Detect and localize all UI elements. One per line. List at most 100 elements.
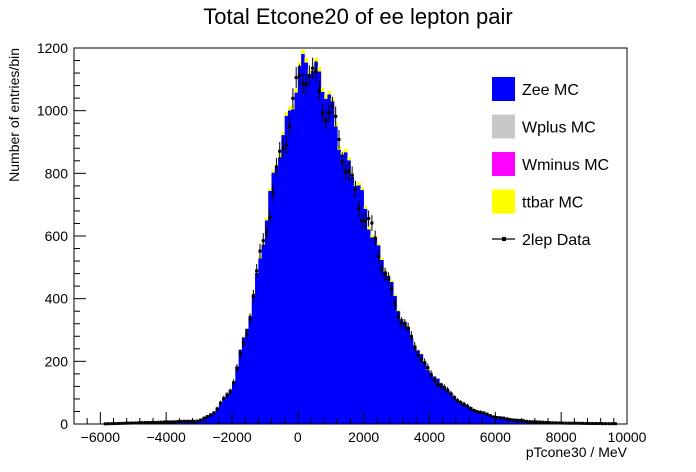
ttbar-mc-bar [366,226,371,230]
ttbar-mc-bar [314,57,318,62]
zee-mc-bar [251,294,256,424]
data-point [538,420,542,424]
chart-title: Total Etcone20 of ee lepton pair [203,4,512,29]
zee-mc-bar [475,410,480,424]
y-tick-label: 800 [45,165,69,181]
ttbar-mc-bar [304,58,309,63]
data-point [139,421,144,425]
data-point [153,420,157,424]
plot-area [103,49,618,426]
ttbar-mc-bar [284,112,289,116]
data-point [426,363,430,372]
data-point [525,419,529,423]
zee-mc-bar [445,390,450,424]
legend-item: Zee MC [492,77,579,101]
data-point [548,421,552,425]
zee-mc-bar [508,419,513,424]
zee-mc-bar [357,185,361,424]
zee-mc-bar [271,172,276,424]
zee-mc-bar [419,354,424,424]
data-point [179,419,183,423]
data-point [367,210,371,227]
zee-mc-bar [238,349,243,424]
data-point [478,410,483,415]
ttbar-mc-bar [347,157,351,161]
zee-mc-bar [360,190,364,424]
zee-mc-bar [340,154,345,425]
zee-mc-bar [278,157,282,424]
zee-mc-bar [311,70,315,424]
data-point [406,322,410,334]
zee-mc-bar [492,416,496,424]
zee-mc-bar [222,398,226,424]
data-point [169,420,173,424]
data-point [439,382,443,390]
y-tick-label: 400 [45,291,69,307]
data-point [176,420,180,424]
zee-mc-bar [422,361,427,424]
zee-mc-bar [459,403,463,424]
data-point [370,215,374,231]
data-point [209,413,213,417]
data-point [156,420,160,424]
y-axis-title: Number of entries/bin [6,48,22,182]
zee-mc-bar [264,220,269,424]
data-point [360,212,364,229]
zee-mc-bar [380,259,384,424]
ttbar-mc-bar [393,294,397,296]
data-point [449,390,453,397]
x-tick-label: 0 [294,429,302,445]
zee-mc-bar [505,418,509,424]
data-point [472,408,476,413]
data-point [465,403,469,409]
zee-mc-bar [301,54,305,424]
data-point [488,414,492,418]
data-point [541,420,545,424]
data-point [248,313,252,325]
data-point [288,117,292,137]
data-point [330,96,334,117]
legend-swatch [492,114,515,139]
legend-label: Wplus MC [522,120,596,137]
zee-mc-bar [373,238,378,424]
zee-mc-bar [218,404,223,424]
data-point [271,184,275,202]
data-point [544,420,548,424]
data-point [409,331,413,342]
zee-mc-bar [469,407,473,424]
zee-mc-bar [347,160,351,424]
zee-mc-bar [406,327,411,424]
zee-mc-bar [291,109,295,425]
zee-mc-bar [363,208,368,424]
zee-mc-bar [212,412,216,424]
y-tick-label: 0 [60,416,68,432]
ttbar-mc-bar [419,353,424,355]
ttbar-mc-bar [294,88,299,93]
ttbar-mc-bar [327,90,332,95]
data-point [343,162,348,181]
data-point [294,67,298,88]
ttbar-mc-bar [268,188,272,191]
zee-mc-bar [304,62,309,424]
ttbar-mc-bar [370,235,374,238]
data-point [232,379,236,387]
data-point [162,420,167,424]
data-point [492,415,496,419]
data-point [422,358,427,368]
data-point [518,418,522,422]
y-axis: 0 200 400 600 800 1000 1200 [37,40,86,432]
y-tick-label: 1000 [37,103,68,119]
data-point [225,392,229,399]
zee-mc-bar [261,244,266,424]
legend-label: 2lep Data [522,232,591,249]
ttbar-mc-bar [376,243,381,246]
data-point [264,225,269,241]
data-point [399,317,404,329]
data-point [429,370,433,379]
data-point [195,419,200,423]
zee-mc-bar [399,319,404,424]
data-point [238,349,242,359]
data-point [307,65,311,87]
data-point [202,416,206,420]
